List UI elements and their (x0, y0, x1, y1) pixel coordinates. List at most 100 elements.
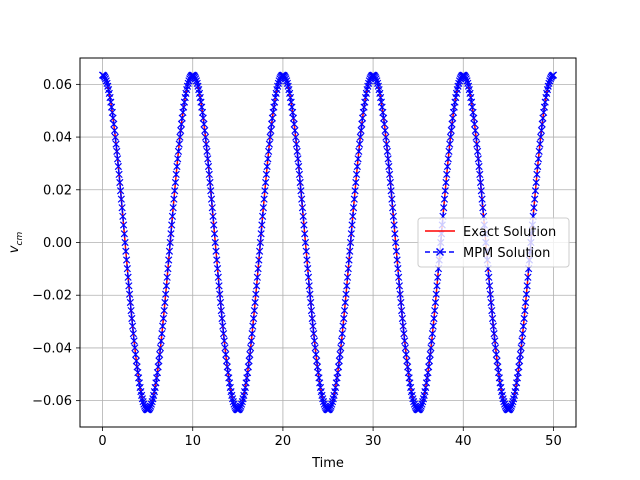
mpm-point (157, 337, 165, 345)
legend-marker-mpm (436, 248, 444, 256)
mpm-point (334, 363, 343, 371)
mpm-point (304, 273, 313, 281)
mpm-point (537, 126, 546, 135)
mpm-point (294, 155, 302, 163)
mpm-point (211, 238, 219, 247)
mpm-point (255, 256, 263, 264)
series-layer (98, 71, 558, 414)
mpm-point (355, 147, 363, 155)
mpm-point (402, 350, 410, 359)
mpm-point (335, 357, 343, 365)
mpm-point (428, 330, 437, 338)
mpm-point (474, 155, 482, 163)
mpm-point (158, 330, 166, 338)
mpm-point (531, 195, 539, 203)
mpm-point (176, 133, 184, 141)
mpm-point (153, 368, 162, 377)
mpm-point (213, 265, 222, 273)
mpm-point (163, 273, 171, 281)
mpm-point (110, 126, 119, 135)
mpm-point (428, 337, 436, 345)
mpm-point (518, 337, 526, 345)
mpm-point (165, 247, 174, 255)
mpm-point (516, 350, 525, 359)
mpm-point (313, 363, 322, 371)
mpm-point (154, 363, 162, 371)
mpm-point (298, 204, 307, 212)
mpm-point (417, 402, 425, 410)
mpm-point (208, 204, 216, 212)
mpm-point (418, 400, 426, 408)
mpm-point (126, 298, 134, 307)
mpm-point (310, 337, 319, 345)
mpm-point (268, 114, 277, 122)
mpm-point (116, 187, 125, 195)
mpm-point (295, 170, 304, 179)
mpm-point (156, 344, 165, 352)
mpm-point (267, 126, 275, 135)
mpm-point (133, 363, 141, 371)
mpm-point (261, 178, 270, 187)
mpm-point (206, 178, 214, 187)
mpm-point (487, 298, 495, 307)
mpm-point (535, 147, 543, 155)
mpm-point (469, 108, 477, 117)
mpm-point (390, 221, 398, 229)
mpm-point (125, 290, 134, 298)
mpm-point (389, 212, 398, 220)
x-tick-label: 40 (455, 434, 472, 449)
mpm-point (290, 120, 298, 128)
mpm-point (156, 350, 164, 359)
mpm-point (229, 398, 237, 406)
mpm-point (109, 114, 117, 122)
mpm-point (398, 314, 407, 323)
mpm-point (216, 290, 224, 298)
mpm-point (337, 344, 345, 352)
mpm-point (387, 187, 395, 195)
mpm-point (111, 133, 119, 141)
mpm-point (338, 330, 346, 338)
mpm-point (198, 108, 207, 117)
mpm-point (165, 256, 173, 264)
mpm-point (311, 344, 319, 352)
y-tick-label: 0.04 (43, 131, 72, 146)
mpm-point (147, 400, 156, 408)
mpm-point (522, 290, 531, 298)
mpm-point (122, 247, 130, 255)
mpm-point (207, 195, 216, 203)
x-tick-label: 20 (275, 434, 292, 449)
mpm-point (301, 230, 309, 238)
mpm-point (204, 155, 212, 163)
mpm-point (328, 400, 336, 408)
legend-box (417, 217, 570, 268)
mpm-point (357, 126, 365, 135)
mpm-point (404, 363, 412, 371)
mpm-point (171, 178, 180, 187)
mpm-point (546, 77, 554, 85)
mpm-point (301, 238, 310, 247)
mpm-point (336, 350, 344, 359)
mpm-point (537, 133, 545, 141)
mpm-point (121, 238, 129, 247)
mpm-point (349, 212, 357, 220)
x-tick-label: 50 (545, 434, 562, 449)
mpm-point (251, 298, 259, 307)
mpm-point (500, 398, 508, 406)
mpm-point (252, 290, 260, 298)
mpm-point (476, 170, 484, 179)
mpm-point (118, 204, 126, 212)
mpm-point (245, 357, 253, 365)
mpm-point (399, 322, 407, 330)
legend: Exact Solution MPM Solution (417, 217, 570, 268)
mpm-point (205, 170, 213, 179)
mpm-point (372, 75, 380, 83)
mpm-point (313, 357, 321, 365)
mpm-point (178, 114, 186, 122)
mpm-point (293, 147, 301, 155)
mpm-point (147, 402, 155, 410)
mpm-point (159, 314, 168, 323)
mpm-point (489, 322, 497, 330)
mpm-point (256, 238, 264, 247)
mpm-point (493, 357, 501, 365)
mpm-point (516, 357, 524, 365)
